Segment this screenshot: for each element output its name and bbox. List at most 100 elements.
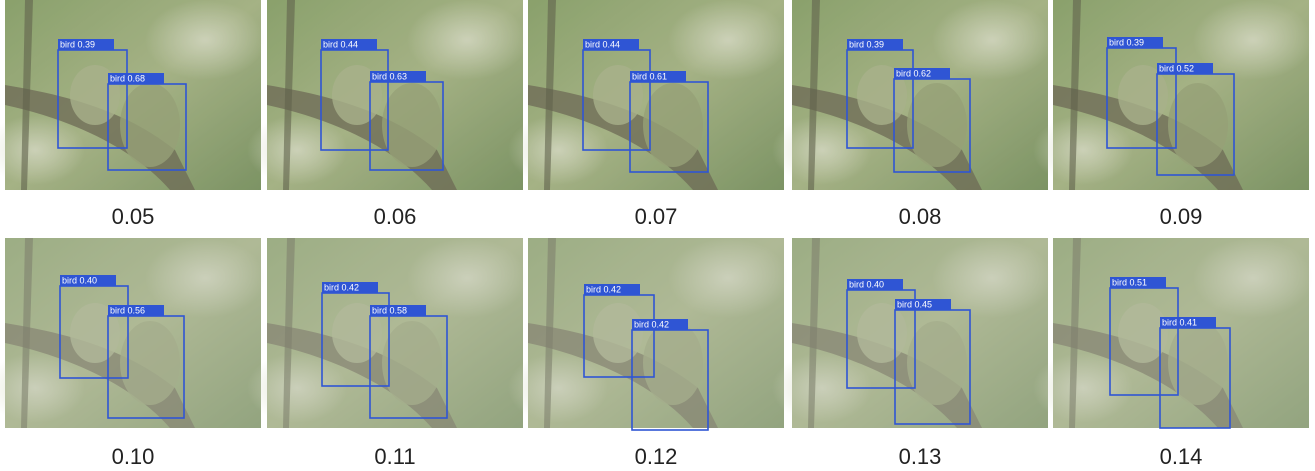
- label-tag: [370, 71, 426, 82]
- caption: 0.14: [1160, 444, 1203, 469]
- sky-patch: [145, 0, 265, 80]
- label-tag: [583, 39, 639, 50]
- sky-patch: [932, 0, 1052, 80]
- haze: [5, 238, 261, 428]
- panel: bird 0.39 bird 0.62: [772, 0, 1052, 190]
- caption: 0.05: [112, 204, 155, 229]
- box-label: bird 0.39: [849, 39, 884, 49]
- haze: [267, 0, 523, 190]
- sky-patch: [407, 238, 527, 318]
- label-tag: [584, 284, 640, 295]
- haze: [528, 0, 784, 190]
- sky-patch: [508, 353, 608, 423]
- label-tag: [1157, 63, 1213, 74]
- box-label: bird 0.42: [586, 284, 621, 294]
- bird-body: [382, 321, 442, 405]
- box-label: bird 0.63: [372, 71, 407, 81]
- box-label: bird 0.61: [632, 71, 667, 81]
- haze: [1053, 0, 1309, 190]
- label-tag: [60, 275, 116, 286]
- box-label: bird 0.40: [62, 275, 97, 285]
- panel: bird 0.44 bird 0.61: [508, 0, 788, 190]
- panel: bird 0.42 bird 0.42: [508, 238, 788, 431]
- sky-patch: [668, 238, 788, 318]
- haze: [792, 0, 1048, 190]
- sky-patch: [1033, 353, 1133, 423]
- bird-body: [643, 83, 703, 167]
- branch: [544, 238, 556, 428]
- sky-patch: [247, 115, 347, 185]
- label-tag: [847, 279, 903, 290]
- label-tag: [847, 39, 903, 50]
- bird-body: [907, 83, 967, 167]
- panel: bird 0.51 bird 0.41: [1033, 238, 1313, 429]
- box-label: bird 0.40: [849, 279, 884, 289]
- caption: 0.07: [635, 204, 678, 229]
- sky-patch: [1193, 0, 1313, 80]
- label-tag: [630, 71, 686, 82]
- sky-patch: [145, 238, 265, 318]
- box-label: bird 0.42: [634, 319, 669, 329]
- haze: [528, 238, 784, 428]
- caption: 0.08: [899, 204, 942, 229]
- branch: [808, 238, 820, 428]
- label-tag: [894, 68, 950, 79]
- panel: bird 0.40 bird 0.45: [772, 238, 1052, 428]
- panel: bird 0.42 bird 0.58: [247, 238, 527, 428]
- bird-body: [120, 321, 180, 405]
- box-label: bird 0.45: [897, 299, 932, 309]
- branch: [1069, 0, 1081, 190]
- sky-patch: [932, 238, 1052, 318]
- branch: [21, 0, 33, 190]
- haze: [1053, 238, 1309, 428]
- bird-body: [1168, 83, 1228, 167]
- label-tag: [108, 305, 164, 316]
- caption: 0.10: [112, 444, 155, 469]
- label-tag: [1107, 37, 1163, 48]
- branch: [21, 238, 33, 428]
- label-tag: [1110, 277, 1166, 288]
- label-tag: [108, 73, 164, 84]
- bird-body: [1118, 65, 1168, 125]
- bird-body: [643, 321, 703, 405]
- box-label: bird 0.39: [60, 39, 95, 49]
- box-label: bird 0.58: [372, 305, 407, 315]
- label-tag: [321, 39, 377, 50]
- box-label: bird 0.52: [1159, 63, 1194, 73]
- sky-patch: [0, 115, 85, 185]
- haze: [792, 238, 1048, 428]
- branch: [808, 0, 820, 190]
- label-tag: [632, 319, 688, 330]
- sky-patch: [407, 0, 527, 80]
- box-label: bird 0.68: [110, 73, 145, 83]
- box-label: bird 0.51: [1112, 277, 1147, 287]
- label-tag: [370, 305, 426, 316]
- panel: bird 0.39 bird 0.52: [1033, 0, 1313, 190]
- branch: [1069, 238, 1081, 428]
- caption: 0.11: [374, 444, 415, 469]
- label-tag: [58, 39, 114, 50]
- panel: bird 0.44 bird 0.63: [247, 0, 527, 190]
- bird-body: [907, 321, 967, 405]
- caption: 0.12: [635, 444, 678, 469]
- bird-body: [1118, 303, 1168, 363]
- bird-body: [593, 303, 643, 363]
- box-label: bird 0.39: [1109, 37, 1144, 47]
- branch: [283, 0, 295, 190]
- branch: [544, 0, 556, 190]
- box-label: bird 0.44: [585, 39, 620, 49]
- box-label: bird 0.62: [896, 68, 931, 78]
- haze: [267, 238, 523, 428]
- caption: 0.06: [374, 204, 417, 229]
- panel: bird 0.39 bird 0.68: [0, 0, 265, 190]
- bird-body: [120, 83, 180, 167]
- box-label: bird 0.41: [1162, 317, 1197, 327]
- branch: [283, 238, 295, 428]
- label-tag: [1160, 317, 1216, 328]
- box-label: bird 0.44: [323, 39, 358, 49]
- caption: 0.09: [1160, 204, 1203, 229]
- label-tag: [322, 282, 378, 293]
- sky-patch: [1193, 238, 1313, 318]
- haze: [5, 0, 261, 190]
